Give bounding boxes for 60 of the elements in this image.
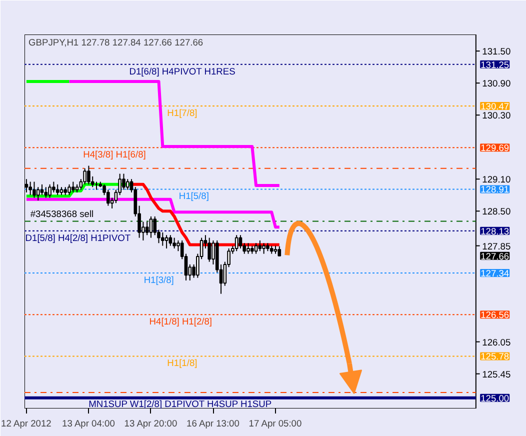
candlestick bbox=[122, 173, 126, 190]
candlestick bbox=[68, 184, 71, 196]
x-tick-label: 12 Apr 2012 bbox=[1, 418, 52, 428]
candlestick bbox=[71, 181, 75, 193]
candlestick bbox=[153, 216, 157, 236]
ref-line-label: H1[7/8] bbox=[167, 108, 198, 118]
candlestick bbox=[52, 181, 56, 193]
y-tick-label: 130.30 bbox=[482, 110, 511, 121]
candlestick bbox=[36, 186, 40, 201]
candlestick bbox=[126, 178, 130, 190]
x-tick-label: 17 Apr 05:00 bbox=[248, 418, 302, 428]
candlestick bbox=[258, 240, 262, 252]
y-tick-label: 130.47 bbox=[480, 101, 510, 112]
ref-line-label: D1[6/8] H4PIVOT H1RES bbox=[129, 66, 236, 76]
ref-line-label: H4[1/8] H1[2/8] bbox=[149, 316, 212, 327]
y-tick-label: 126.56 bbox=[480, 310, 510, 320]
ref-line-label: #34538368 sell bbox=[30, 209, 94, 220]
candlestick bbox=[149, 216, 153, 238]
ref-line-label: D1[5/8] H4[2/8] H1PIVOT bbox=[25, 232, 131, 243]
y-tick-label: 128.13 bbox=[480, 226, 510, 236]
y-tick-label: 131.25 bbox=[480, 60, 510, 70]
y-tick-label: 129.69 bbox=[480, 143, 510, 154]
y-tick-label: 130.90 bbox=[482, 78, 511, 89]
y-tick-label: 127.34 bbox=[480, 268, 510, 278]
y-tick-label: 127.66 bbox=[480, 251, 510, 262]
candlestick bbox=[40, 184, 44, 196]
y-tick-label: 125.78 bbox=[480, 352, 510, 362]
candlestick bbox=[238, 234, 242, 249]
x-tick-label: 13 Apr 04:00 bbox=[62, 418, 115, 428]
candlestick bbox=[234, 234, 238, 252]
candlestick bbox=[32, 181, 36, 198]
x-tick-label: 16 Apr 13:00 bbox=[186, 418, 240, 428]
candlestick bbox=[87, 165, 90, 185]
candlestick bbox=[246, 242, 250, 254]
candlestick bbox=[208, 237, 212, 262]
candlestick bbox=[160, 232, 164, 246]
ref-line-label: MN1SUP W1[2/8] D1PIVOT H4SUP H1SUP bbox=[88, 398, 272, 409]
y-tick-label: 126.05 bbox=[482, 337, 511, 348]
y-tick-label: 128.50 bbox=[482, 206, 511, 217]
candlestick bbox=[278, 246, 282, 256]
candlestick bbox=[56, 184, 60, 196]
y-tick-label: 125.45 bbox=[482, 369, 511, 380]
y-tick-label: 131.50 bbox=[482, 46, 511, 57]
y-tick-label: 125.00 bbox=[480, 393, 510, 404]
candlestick bbox=[48, 184, 52, 198]
candlestick bbox=[28, 181, 32, 196]
chart-title: GBPJPY,H1 127.78 127.84 127.66 127.66 bbox=[28, 38, 204, 48]
candlestick bbox=[172, 237, 176, 249]
y-tick-label: 129.10 bbox=[482, 174, 511, 185]
candlestick bbox=[44, 186, 48, 198]
ref-line-label: H1[1/8] bbox=[167, 358, 198, 368]
y-tick-label: 128.91 bbox=[480, 184, 510, 195]
ref-line-label: H4[3/8] H1[6/8] bbox=[83, 150, 146, 160]
candlestick bbox=[262, 242, 266, 254]
ref-line-label: H1[5/8] bbox=[178, 191, 209, 202]
y-tick-label: 127.85 bbox=[482, 241, 511, 252]
candlestick bbox=[164, 234, 168, 249]
x-tick-label: 13 Apr 20:00 bbox=[124, 418, 178, 428]
candlestick bbox=[145, 221, 149, 236]
ref-line-label: H1[3/8] bbox=[144, 274, 174, 285]
